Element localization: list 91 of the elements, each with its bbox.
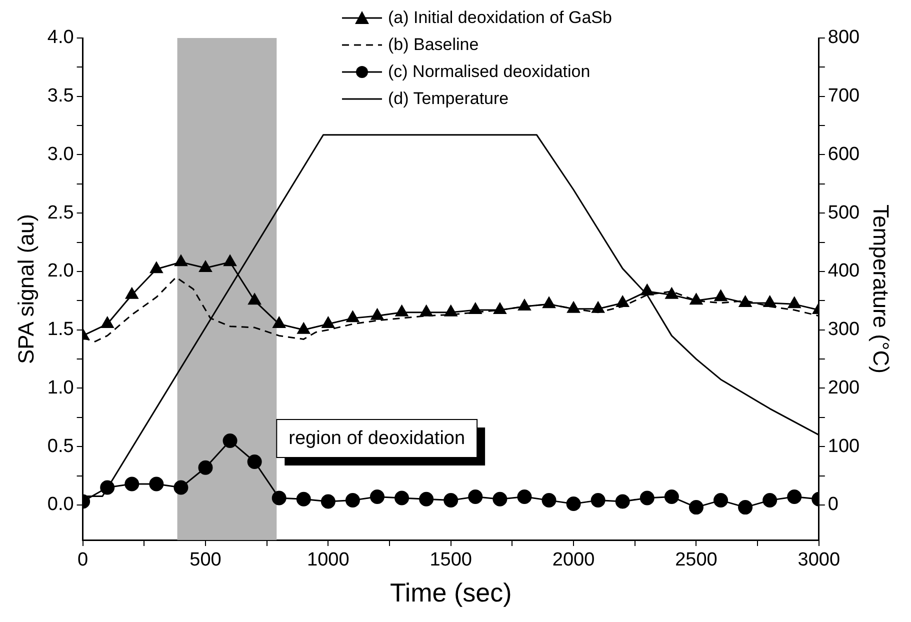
point <box>322 316 335 328</box>
point <box>690 293 703 305</box>
point <box>788 296 801 308</box>
point <box>640 284 654 296</box>
point <box>762 493 778 508</box>
point <box>174 254 188 266</box>
point <box>787 490 802 504</box>
y-tick-label: 2.5 <box>47 202 74 224</box>
legend-label: (c) Normalised deoxidation <box>388 61 590 83</box>
y-tick-label: 1.0 <box>47 377 74 398</box>
point <box>738 296 752 308</box>
y2-tick-label: 500 <box>828 202 860 224</box>
point <box>248 293 261 305</box>
y-tick-label: 4.0 <box>47 27 74 48</box>
x-tick-label: 1500 <box>430 550 472 571</box>
point <box>616 296 629 308</box>
point <box>272 316 286 328</box>
y-tick-label: 0.0 <box>47 494 74 516</box>
point <box>567 302 580 313</box>
x-tick-label: 2000 <box>552 550 595 571</box>
point <box>542 296 556 308</box>
point <box>174 480 188 495</box>
point <box>640 490 654 506</box>
legend-label: (d) Temperature <box>388 88 509 110</box>
y-tick-label: 2.0 <box>47 260 74 282</box>
point <box>222 434 238 448</box>
point <box>494 302 506 314</box>
point <box>394 490 410 506</box>
x-axis-title: Time (sec) <box>390 578 512 608</box>
point <box>590 493 606 508</box>
x-tick-label: 1000 <box>307 550 350 571</box>
point <box>518 299 531 311</box>
point <box>738 500 753 515</box>
point <box>517 490 532 504</box>
y-tick-label: 3.5 <box>47 86 74 107</box>
point <box>688 500 704 515</box>
point <box>198 460 213 475</box>
y-tick-label: 1.5 <box>47 319 74 340</box>
point <box>542 493 556 508</box>
point <box>615 494 630 509</box>
point <box>346 310 360 322</box>
point <box>763 296 776 308</box>
y2-axis-title: Temperature (°C) <box>868 204 894 374</box>
point <box>468 490 483 504</box>
x-tick-label: 3000 <box>798 550 840 571</box>
point <box>592 302 604 313</box>
point <box>370 490 384 504</box>
point <box>272 490 286 506</box>
point <box>199 260 212 272</box>
point <box>296 492 311 506</box>
y2-tick-label: 800 <box>828 27 860 48</box>
point <box>370 308 384 320</box>
y-axis-title: SPA signal (au) <box>13 214 38 364</box>
y2-tick-label: 200 <box>828 377 860 398</box>
y2-tick-label: 0 <box>828 494 838 516</box>
point <box>150 262 163 274</box>
x-tick-label: 0 <box>78 550 88 571</box>
legend-label: (b) Baseline <box>388 34 479 56</box>
y2-tick-label: 400 <box>828 260 860 282</box>
point <box>714 290 728 302</box>
y-tick-label: 3.0 <box>47 144 74 165</box>
legend-label: (a) Initial deoxidation of GaSb <box>388 7 612 29</box>
point <box>126 288 138 299</box>
point <box>664 490 679 504</box>
point <box>297 322 310 334</box>
y2-tick-label: 600 <box>828 144 860 165</box>
point <box>247 454 262 470</box>
point <box>320 494 336 509</box>
y2-tick-label: 100 <box>828 436 860 457</box>
point <box>420 305 433 316</box>
point <box>100 480 115 495</box>
point <box>100 316 114 328</box>
y-tick-label: 0.5 <box>47 436 74 457</box>
point <box>224 254 236 266</box>
point <box>149 476 164 492</box>
point <box>665 288 678 299</box>
point <box>492 492 508 506</box>
y2-tick-label: 300 <box>828 319 860 340</box>
point <box>469 302 482 314</box>
point <box>124 476 140 492</box>
point <box>395 305 408 316</box>
point <box>714 493 728 508</box>
x-tick-label: 500 <box>190 550 222 571</box>
point <box>444 493 458 508</box>
band-label: region of deoxidation <box>288 428 466 449</box>
y2-tick-label: 700 <box>828 86 860 107</box>
point <box>345 493 360 508</box>
x-tick-label: 2500 <box>675 550 718 571</box>
point <box>419 492 434 506</box>
point <box>566 496 581 512</box>
point <box>444 305 458 316</box>
